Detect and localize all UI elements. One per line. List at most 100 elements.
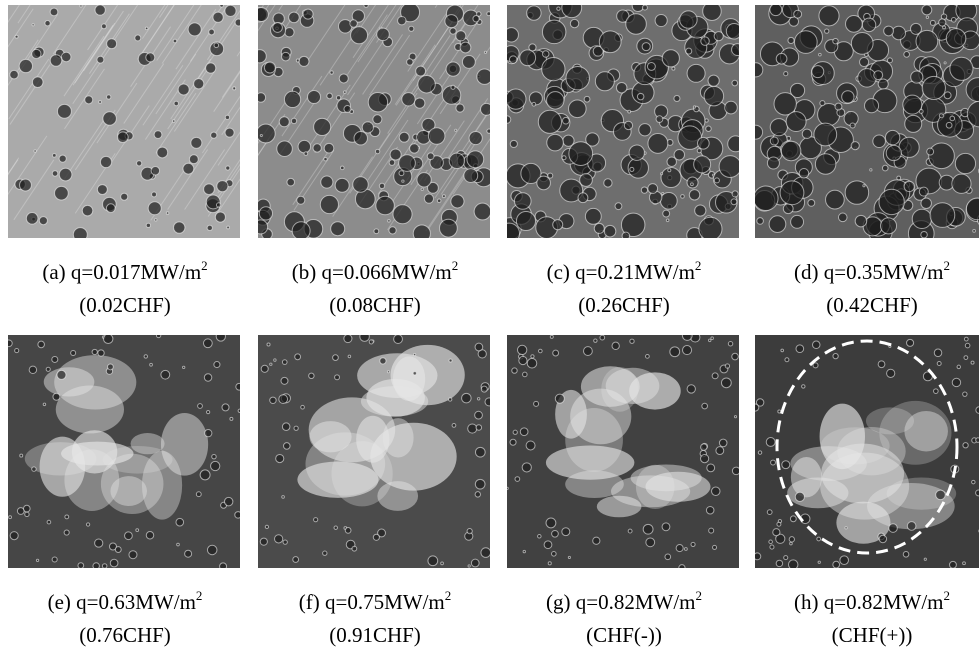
bright-patch xyxy=(545,445,635,480)
bubble xyxy=(787,559,799,568)
bright-patch xyxy=(790,457,823,498)
bubble xyxy=(700,36,710,46)
bright-patch xyxy=(305,432,386,496)
bubble xyxy=(521,462,532,473)
bubble xyxy=(782,203,794,215)
bubble xyxy=(655,115,664,123)
bubble xyxy=(109,558,119,568)
bubble xyxy=(697,136,710,150)
bubble xyxy=(556,6,561,11)
bubble xyxy=(376,27,390,42)
bubble xyxy=(474,410,483,420)
bubble xyxy=(38,216,48,226)
bubble xyxy=(313,117,332,136)
bubble xyxy=(507,27,519,43)
bubble xyxy=(784,357,790,363)
bubble xyxy=(332,354,339,361)
bubble xyxy=(19,178,32,192)
bubble xyxy=(962,442,969,449)
bubble xyxy=(569,18,580,29)
bright-patch xyxy=(43,367,95,397)
bubble xyxy=(297,139,312,154)
scratch xyxy=(369,34,411,96)
bubble xyxy=(933,388,939,394)
bubble xyxy=(258,6,269,22)
bubble xyxy=(660,172,664,176)
bubble xyxy=(511,367,518,374)
bubble xyxy=(165,211,170,215)
bubble xyxy=(397,15,407,26)
bubble xyxy=(950,17,957,23)
bubble xyxy=(449,27,457,35)
bubble xyxy=(359,335,370,342)
bubble xyxy=(942,25,947,30)
bubble xyxy=(546,91,565,110)
bubble xyxy=(177,83,190,96)
scratch xyxy=(425,170,467,232)
bubble xyxy=(514,476,521,482)
bubble xyxy=(421,117,436,132)
bubble xyxy=(468,130,483,146)
bubble xyxy=(308,372,315,380)
bubble xyxy=(388,226,397,235)
bubble xyxy=(956,364,962,370)
bubble xyxy=(472,15,480,23)
bubble xyxy=(770,459,776,466)
bubble xyxy=(685,47,693,55)
bubble xyxy=(814,153,837,175)
bubble xyxy=(263,61,276,74)
bubble xyxy=(661,522,671,532)
bubble xyxy=(519,427,529,437)
bubble xyxy=(232,86,237,91)
bubble xyxy=(715,446,725,455)
bubble xyxy=(79,5,83,8)
scratch xyxy=(52,5,87,55)
bubble xyxy=(195,491,202,498)
bubble xyxy=(731,43,739,57)
bubble xyxy=(641,5,648,11)
dashed-circle xyxy=(775,339,959,555)
bubble xyxy=(554,393,565,404)
bubble xyxy=(854,214,868,228)
bubble xyxy=(975,437,979,443)
bubble xyxy=(389,148,402,161)
bubble xyxy=(224,127,235,138)
bubble xyxy=(779,180,805,206)
photo xyxy=(755,335,979,568)
bubble xyxy=(933,348,943,358)
bubble xyxy=(467,564,471,568)
bubble xyxy=(416,172,432,188)
bubble xyxy=(962,391,968,397)
bubble xyxy=(568,141,594,166)
scratch xyxy=(9,64,51,125)
bubble xyxy=(552,219,564,231)
bubble xyxy=(323,142,335,154)
bubble xyxy=(646,62,656,71)
bubble xyxy=(929,202,956,228)
bubble xyxy=(205,62,217,74)
bubble xyxy=(850,32,874,55)
bubble xyxy=(145,52,156,63)
bubble xyxy=(909,22,922,35)
bright-patch xyxy=(629,372,681,410)
bubble xyxy=(963,336,969,342)
caption-note: (0.08CHF) xyxy=(329,293,421,317)
bright-patch xyxy=(309,421,352,453)
superscript: 2 xyxy=(201,258,208,273)
caption-note: (0.91CHF) xyxy=(329,623,421,647)
bubble xyxy=(426,181,439,194)
bubble xyxy=(551,529,559,538)
bubble xyxy=(903,180,915,193)
bubble xyxy=(338,73,349,84)
bubble xyxy=(52,392,61,401)
bubble xyxy=(211,453,217,460)
bubble xyxy=(579,173,593,187)
caption: (f) q=0.75MW/m2 xyxy=(258,586,492,619)
scratch xyxy=(346,14,388,75)
bubble xyxy=(106,38,118,50)
bubble xyxy=(99,155,113,169)
bubble xyxy=(904,114,923,133)
scratch xyxy=(352,5,389,59)
bubble xyxy=(818,52,822,57)
bubble xyxy=(96,184,108,195)
